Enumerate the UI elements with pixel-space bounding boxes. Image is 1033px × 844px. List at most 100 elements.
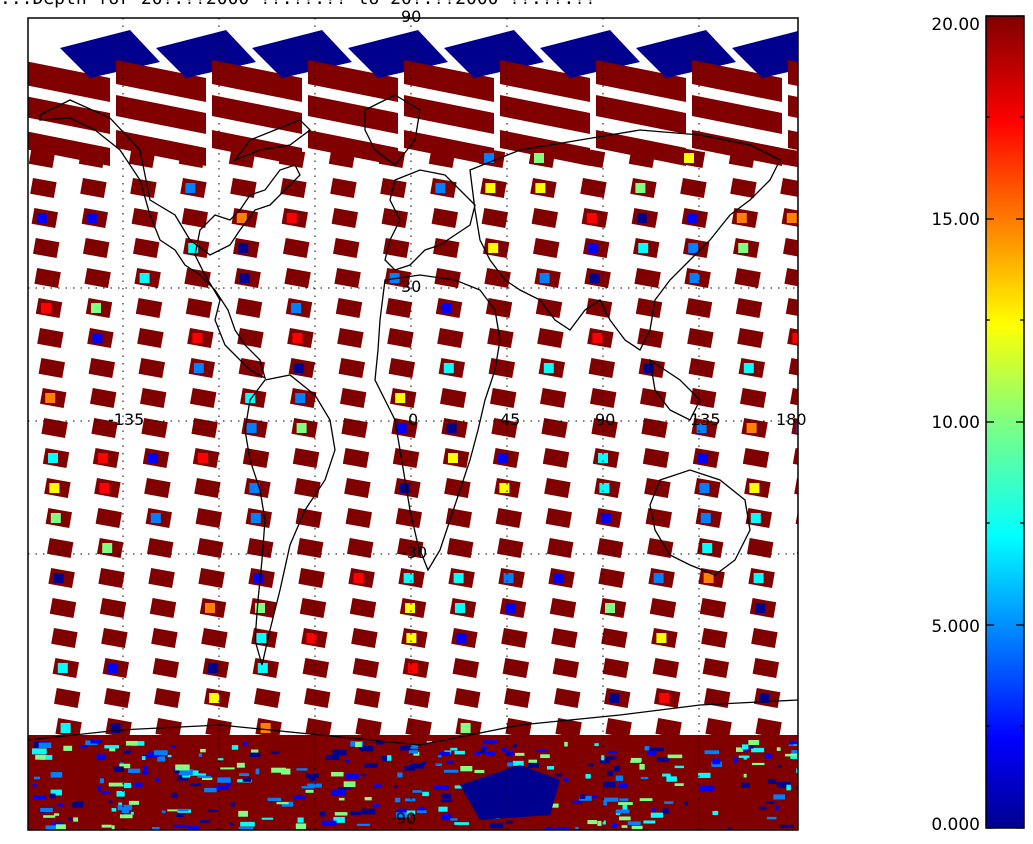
swath-block (178, 148, 206, 168)
swath-block (205, 718, 232, 738)
antarctic-speck (528, 759, 538, 766)
antarctic-speck (199, 820, 210, 823)
antarctic-speck (773, 794, 785, 800)
swath-block (294, 478, 321, 498)
antarctic-speck (63, 745, 73, 751)
antarctic-speck (372, 804, 380, 808)
swath-block (39, 388, 67, 408)
swath-block (701, 628, 728, 648)
antarctic-speck (187, 826, 200, 830)
antarctic-speck (735, 747, 744, 752)
swath-block (302, 658, 330, 678)
swath-block (699, 598, 727, 618)
swath-block (281, 208, 309, 228)
swath-block (389, 388, 417, 408)
antarctic-speck (217, 758, 224, 761)
swath-block (55, 718, 82, 738)
antarctic-speck (177, 808, 189, 812)
swath-block (235, 298, 263, 318)
swath-block (101, 628, 128, 648)
antarctic-speck (270, 751, 280, 755)
swath-block (749, 598, 777, 618)
antarctic-speck (240, 821, 255, 827)
antarctic-speck (293, 796, 306, 800)
antarctic-speck (344, 759, 351, 763)
swath-segment (788, 130, 798, 150)
lat-label-minus30: -30 (401, 543, 427, 562)
swath-segment (596, 95, 686, 134)
swath-block (228, 148, 256, 168)
swath-block (495, 508, 523, 528)
antarctic-speck (579, 795, 592, 801)
antarctic-speck (741, 782, 750, 788)
swath-block (338, 358, 366, 378)
swath-block (292, 448, 320, 468)
swath-segment (828, 30, 880, 78)
swath-block (296, 538, 324, 558)
swath-block (453, 688, 481, 708)
swath-block (331, 208, 359, 228)
antarctic-speck (338, 797, 345, 801)
antarctic-speck (618, 783, 628, 789)
antarctic-speck (405, 798, 416, 802)
swath-block (492, 448, 520, 468)
swath-block (152, 658, 180, 678)
antarctic-speck (130, 741, 145, 746)
swath-block (634, 268, 661, 288)
antarctic-speck (788, 740, 798, 745)
swath-block (648, 568, 675, 588)
swath-block (189, 388, 217, 408)
antarctic-speck (766, 816, 777, 820)
swath-block (349, 598, 377, 618)
lon-label-minus135: -135 (108, 410, 144, 429)
swath-block (252, 658, 280, 678)
antarctic-speck (356, 823, 371, 826)
antarctic-speck (404, 765, 416, 771)
swath-block (134, 268, 161, 288)
swath-block (734, 268, 761, 288)
antarctic-speck (381, 755, 389, 762)
antarctic-speck (35, 754, 46, 760)
antarctic-speck (198, 753, 202, 757)
swath-block (291, 418, 318, 438)
antarctic-speck (119, 763, 131, 769)
swath-block (94, 478, 121, 498)
antarctic-speck (667, 754, 683, 759)
antarctic-speck (585, 773, 591, 779)
antarctic-speck (662, 808, 669, 814)
swath-block (737, 328, 764, 348)
swath-block (30, 178, 57, 198)
antarctic-speck (101, 824, 112, 828)
antarctic-speck (564, 777, 569, 782)
swath-segment (788, 60, 798, 86)
swath-block (642, 448, 670, 468)
swath-block (334, 268, 361, 288)
swath-block (528, 148, 556, 168)
antarctic-speck (123, 782, 132, 789)
antarctic-speck (776, 765, 782, 768)
swath-block (99, 598, 127, 618)
antarctic-speck (350, 810, 361, 816)
swath-block (691, 418, 718, 438)
swath-block (751, 628, 778, 648)
swath-block (605, 718, 632, 738)
swath-segment (212, 130, 302, 166)
antarctic-speck (450, 747, 458, 751)
antarctic-speck (643, 820, 656, 824)
swath-block (580, 178, 607, 198)
antarctic-speck (38, 742, 52, 749)
swath-block (491, 418, 518, 438)
antarctic-speck (601, 755, 605, 761)
swath-block (96, 538, 124, 558)
antarctic-speck (515, 752, 525, 756)
swath-block (188, 358, 216, 378)
antarctic-speck (605, 756, 617, 760)
swath-block (602, 658, 630, 678)
swath-block (305, 718, 332, 738)
antarctic-speck (202, 777, 213, 781)
antarctic-speck (170, 745, 176, 748)
swath-block (484, 268, 511, 288)
antarctic-speck (483, 740, 498, 744)
swath-block (687, 328, 714, 348)
antarctic-speck (361, 808, 376, 815)
